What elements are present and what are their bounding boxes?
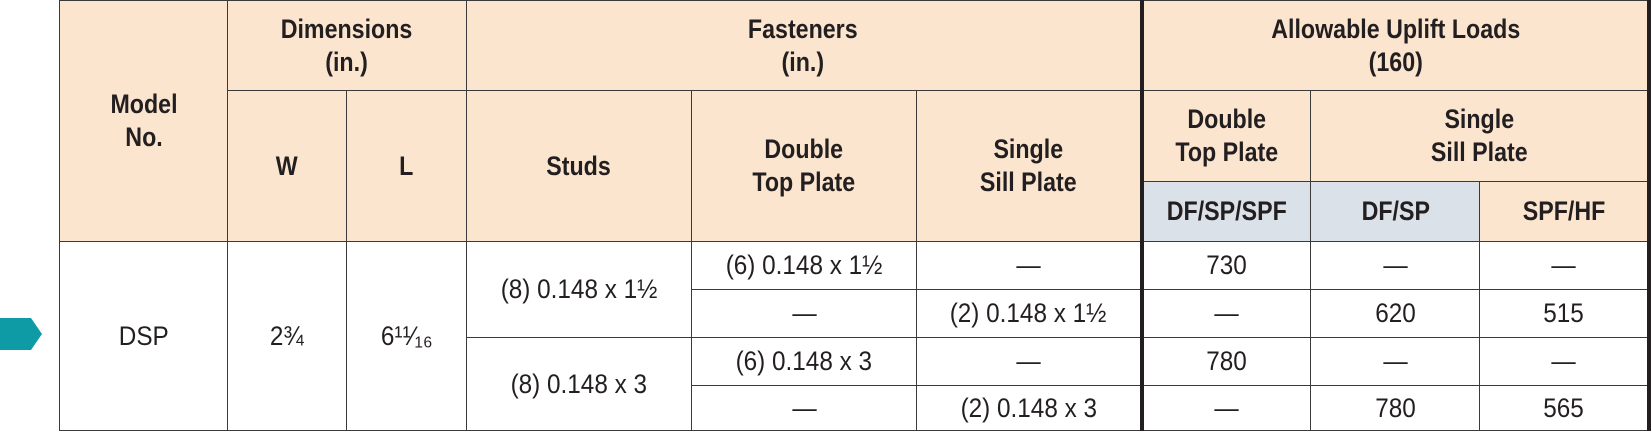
load-spf-hf-cell: —: [1479, 337, 1651, 386]
single-sill-plate-cell: —: [916, 241, 1143, 290]
header-df-sp: DF/SP: [1310, 181, 1481, 242]
single-sill-plate-cell: —: [916, 337, 1143, 386]
table-row: (8) 0.148 x 3 (6) 0.148 x 3 — 780 — —: [60, 337, 1651, 431]
table-row: DSP 2¾ 6¹¹⁄₁₆ (8) 0.148 x 1½ (6) 0.148 x…: [58, 241, 1651, 431]
header-studs: Studs: [465, 90, 692, 242]
load-df-sp-cell: —: [1310, 241, 1481, 290]
uplift-load-table: Model No. Dimensions (in.) Fasteners (in.) …: [58, 0, 1651, 431]
load-df-sp-spf-cell: —: [1139, 289, 1312, 338]
load-spf-hf-cell: 515: [1479, 289, 1651, 338]
load-df-sp-spf-cell: 730: [1139, 241, 1312, 290]
load-df-sp-cell: 780: [1310, 385, 1481, 431]
load-df-sp-cell: —: [1310, 337, 1481, 386]
load-spf-hf-cell: 565: [1479, 385, 1651, 431]
header-spf-hf: SPF/HF: [1479, 181, 1651, 242]
double-top-plate-cell: (6) 0.148 x 3: [690, 337, 918, 386]
header-length: L: [346, 90, 467, 242]
header-df-sp-spf: DF/SP/SPF: [1139, 181, 1312, 242]
studs-cell: (8) 0.148 x 3: [465, 337, 692, 431]
load-df-sp-spf-cell: 780: [1139, 337, 1312, 386]
double-top-plate-cell: —: [690, 385, 918, 431]
double-top-plate-cell: (6) 0.148 x 1½: [690, 241, 918, 290]
header-width: W: [227, 90, 348, 242]
length-cell: 6¹¹⁄₁₆: [346, 241, 467, 431]
model-cell: DSP: [58, 241, 229, 431]
header-allowable-uplift-loads: Allowable Uplift Loads (160): [1139, 0, 1651, 91]
double-top-plate-cell: —: [690, 289, 918, 338]
load-df-sp-cell: 620: [1310, 289, 1481, 338]
width-cell: 2¾: [227, 241, 348, 431]
header-model-no: Model No.: [58, 0, 229, 242]
single-sill-plate-cell: (2) 0.148 x 1½: [916, 289, 1143, 338]
studs-cell: (8) 0.148 x 1½: [465, 241, 692, 338]
uplift-load-table-container: Model No. Dimensions (in.) Fasteners (in.) …: [58, 0, 1651, 431]
header-dimensions: Dimensions (in.): [227, 0, 467, 91]
header-load-double-top-plate: Double Top Plate: [1139, 90, 1312, 182]
load-df-sp-spf-cell: —: [1139, 385, 1312, 431]
header-double-top-plate: Double Top Plate: [690, 90, 918, 242]
row-marker-arrow-icon: [0, 318, 42, 350]
header-load-single-sill-plate: Single Sill Plate: [1310, 90, 1651, 182]
load-spf-hf-cell: —: [1479, 241, 1651, 290]
single-sill-plate-cell: (2) 0.148 x 3: [916, 385, 1143, 431]
header-fasteners: Fasteners (in.): [465, 0, 1143, 91]
header-single-sill-plate: Single Sill Plate: [916, 90, 1143, 242]
table-row: — (2) 0.148 x 3 — 780 565: [60, 385, 1651, 431]
